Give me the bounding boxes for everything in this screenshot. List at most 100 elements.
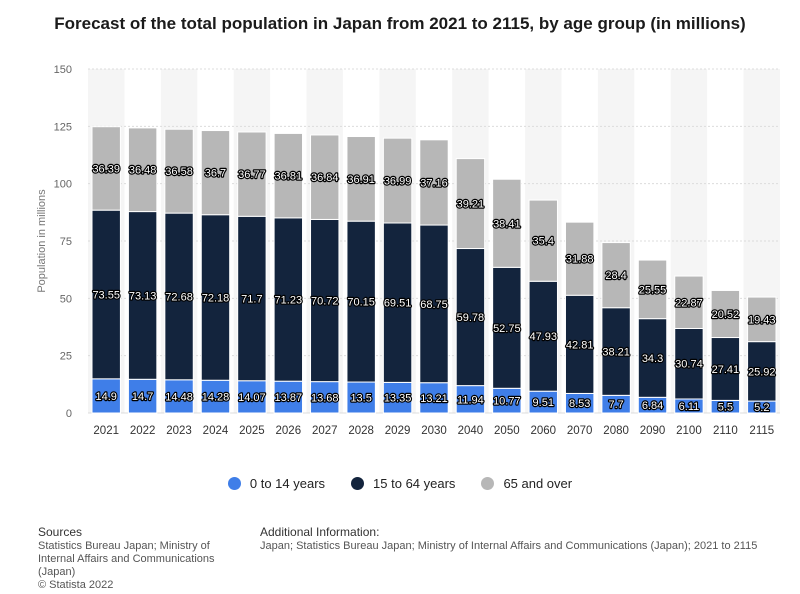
bar-segment-65-over[interactable] xyxy=(528,199,558,282)
data-label: 14.07 xyxy=(238,392,266,404)
bar-segment-65-over[interactable] xyxy=(455,158,486,250)
sources-heading: Sources xyxy=(38,525,83,539)
y-tick-label: 75 xyxy=(60,236,72,248)
bar-segment-65-over[interactable] xyxy=(127,127,158,213)
bar-segment-15-64[interactable] xyxy=(273,217,304,382)
data-label: 13.68 xyxy=(311,392,339,404)
data-label: 37.16 xyxy=(420,177,448,189)
data-label: 19.43 xyxy=(748,314,776,326)
bar-segment-0-14[interactable] xyxy=(455,385,486,414)
data-label: 9.51 xyxy=(533,397,554,409)
stacked-bar-chart: 0 25 50 75 100 125 150 Population in millions 14… xyxy=(36,64,780,437)
data-label: 6.11 xyxy=(679,401,700,413)
bar-segment-65-over[interactable] xyxy=(200,130,231,216)
bar-segment-15-64[interactable] xyxy=(747,341,777,402)
bar-segment-65-over[interactable] xyxy=(273,132,304,219)
data-label: 36.58 xyxy=(165,166,193,178)
data-label: 36.81 xyxy=(275,171,303,183)
bar-segment-15-64[interactable] xyxy=(127,211,158,380)
bar-segment-65-over[interactable] xyxy=(310,134,340,220)
data-label: 59.78 xyxy=(457,312,485,324)
bar-segment-15-64[interactable] xyxy=(200,214,231,381)
sources-text[interactable]: Statistics Bureau Japan; Ministry of Int… xyxy=(38,540,215,578)
bar-segment-0-14[interactable] xyxy=(200,379,231,414)
legend-item-15-64[interactable]: 15 to 64 years xyxy=(351,476,455,491)
bar-segment-0-14[interactable] xyxy=(164,379,194,414)
bar-segment-15-64[interactable] xyxy=(164,212,194,381)
x-tick-label: 2080 xyxy=(603,425,629,437)
bar-segment-65-over[interactable] xyxy=(346,136,376,222)
bar-segment-65-over[interactable] xyxy=(419,139,449,226)
data-label: 7.7 xyxy=(608,399,623,411)
y-tick-label: 100 xyxy=(54,179,72,191)
data-label: 38.21 xyxy=(602,347,630,359)
bar-segment-0-14[interactable] xyxy=(492,387,522,414)
x-tick-label: 2090 xyxy=(640,425,666,437)
bar-segment-65-over[interactable] xyxy=(164,128,194,214)
data-label: 72.18 xyxy=(202,292,230,304)
bar-segment-65-over[interactable] xyxy=(747,296,777,343)
bar-segment-15-64[interactable] xyxy=(564,294,595,394)
bar-segment-15-64[interactable] xyxy=(637,318,668,398)
bar-segment-65-over[interactable] xyxy=(637,259,668,320)
bar-segment-15-64[interactable] xyxy=(492,266,522,389)
bar-segment-65-over[interactable] xyxy=(601,242,631,309)
data-label: 39.21 xyxy=(457,199,485,211)
bar-segment-0-14[interactable] xyxy=(91,378,121,414)
data-label: 36.77 xyxy=(238,169,266,181)
bar-segment-15-64[interactable] xyxy=(419,224,449,384)
bar-segment-65-over[interactable] xyxy=(237,131,267,217)
data-label: 71.7 xyxy=(241,294,262,306)
bar-segment-0-14[interactable] xyxy=(273,380,304,414)
bar-segment-15-64[interactable] xyxy=(455,248,486,387)
bar-segment-15-64[interactable] xyxy=(237,215,267,382)
bar-segment-0-14[interactable] xyxy=(237,380,267,414)
data-label: 14.28 xyxy=(202,392,230,404)
y-tick-label: 0 xyxy=(66,408,72,420)
data-label: 14.48 xyxy=(165,391,193,403)
data-label: 69.51 xyxy=(384,298,412,310)
data-label: 38.41 xyxy=(493,218,521,230)
legend-item-65-over[interactable]: 65 and over xyxy=(481,476,572,491)
x-tick-label: 2030 xyxy=(421,425,447,437)
bar-segment-15-64[interactable] xyxy=(382,222,413,383)
data-label: 11.94 xyxy=(457,394,484,406)
data-label: 14.7 xyxy=(132,391,153,403)
bar-segment-15-64[interactable] xyxy=(346,220,376,383)
bar-segment-65-over[interactable] xyxy=(674,275,704,329)
x-tick-label: 2024 xyxy=(203,425,229,437)
legend-swatch-65-over xyxy=(481,477,495,490)
legend-item-0-14[interactable]: 0 to 14 years xyxy=(227,476,325,491)
x-tick-label: 2025 xyxy=(239,425,265,437)
bar-segment-65-over[interactable] xyxy=(382,137,413,224)
data-label: 25.55 xyxy=(639,284,667,296)
bar-segment-65-over[interactable] xyxy=(564,221,595,296)
bar-segment-15-64[interactable] xyxy=(674,327,704,400)
data-label: 72.68 xyxy=(165,291,193,303)
data-label: 22.87 xyxy=(675,297,703,309)
data-label: 28.4 xyxy=(605,270,626,282)
legend-swatch-15-64 xyxy=(351,477,365,490)
bar-segment-65-over[interactable] xyxy=(492,178,522,268)
y-axis-title: Population in millions xyxy=(36,189,48,293)
data-label: 52.75 xyxy=(493,323,521,335)
bar-segment-65-over[interactable] xyxy=(91,126,121,211)
data-label: 70.72 xyxy=(311,296,339,308)
x-tick-label: 2050 xyxy=(494,425,520,437)
bar-segment-65-over[interactable] xyxy=(710,289,741,339)
x-tick-label: 2021 xyxy=(93,425,119,437)
bar-segment-15-64[interactable] xyxy=(710,337,741,401)
bar-segment-15-64[interactable] xyxy=(310,218,340,383)
x-tick-label: 2028 xyxy=(348,425,374,437)
x-tick-label: 2040 xyxy=(458,425,484,437)
data-label: 13.21 xyxy=(420,393,448,405)
x-tick-label: 2070 xyxy=(567,425,593,437)
data-label: 73.13 xyxy=(129,290,157,302)
data-label: 36.48 xyxy=(129,165,157,177)
bar-segment-15-64[interactable] xyxy=(601,307,631,396)
additional-info-block: Additional Information: Japan; Statistic… xyxy=(260,526,780,553)
x-tick-label: 2023 xyxy=(166,425,192,437)
data-label: 5.5 xyxy=(718,402,733,414)
x-tick-label: 2115 xyxy=(749,425,774,437)
bar-segment-0-14[interactable] xyxy=(382,381,413,414)
